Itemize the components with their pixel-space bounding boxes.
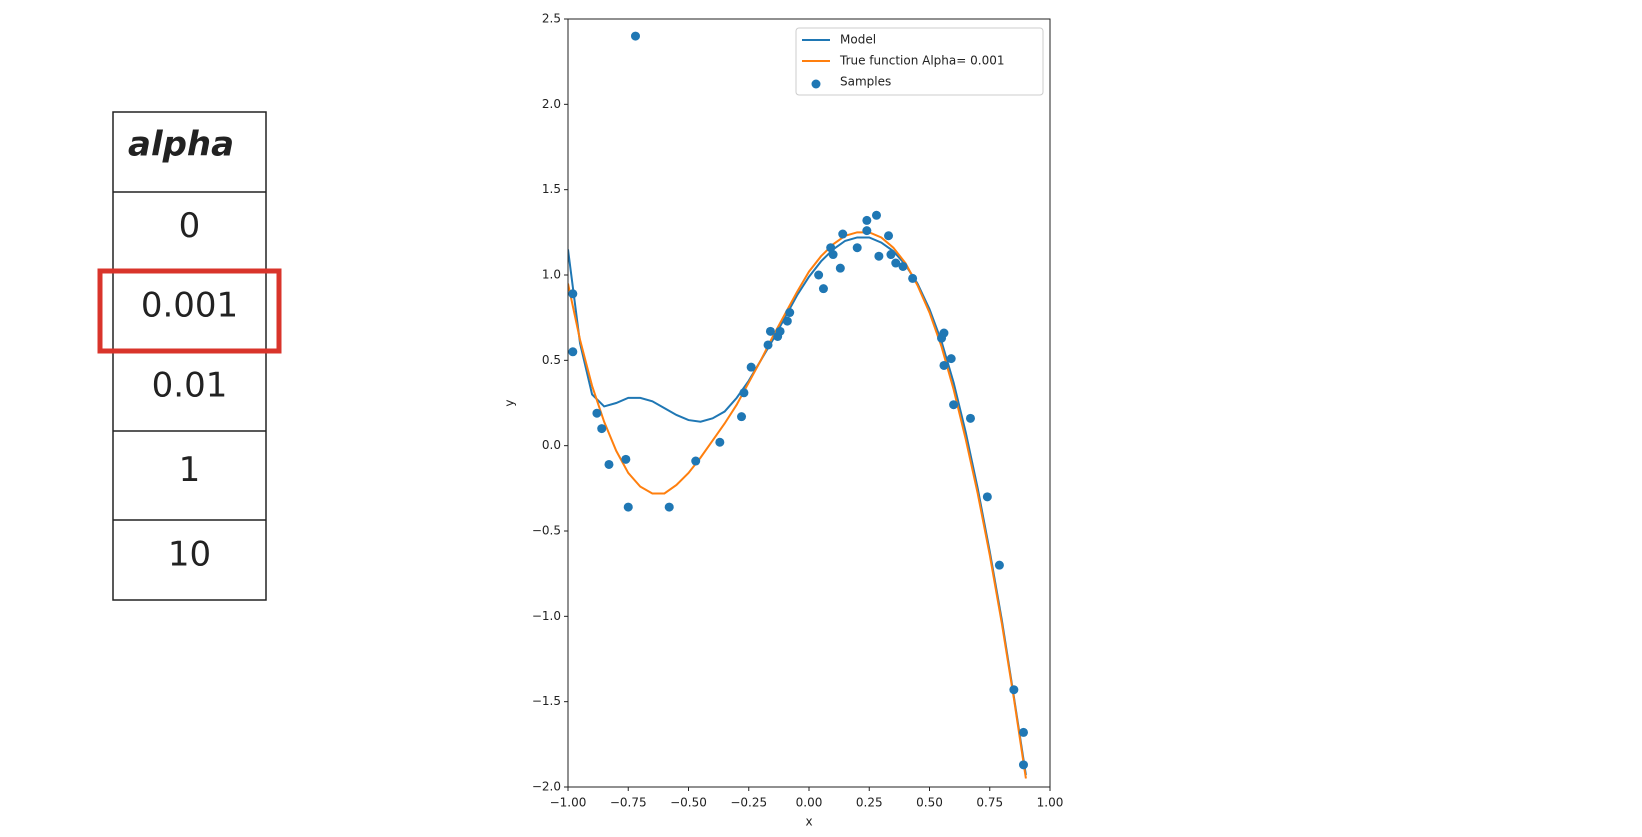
x-tick-label: −0.50 — [670, 796, 707, 810]
sample-point — [949, 400, 959, 410]
sample-point — [946, 354, 956, 364]
sample-point — [597, 424, 607, 434]
sample-point — [592, 408, 602, 418]
sample-point — [604, 459, 614, 469]
legend-box — [795, 27, 1044, 96]
legend-label: True function Alpha= 0.001 — [839, 54, 1004, 68]
x-tick-label: 0.75 — [976, 796, 1003, 810]
sample-point — [826, 243, 836, 253]
x-tick-label: −0.75 — [610, 796, 647, 810]
x-axis-label: x — [805, 815, 812, 829]
x-tick-label: 0.25 — [856, 796, 883, 810]
y-tick-label: 2.0 — [542, 97, 561, 111]
sample-point — [862, 215, 872, 225]
sample-point — [814, 270, 824, 280]
sample-point — [891, 258, 901, 268]
y-tick-label: 0.0 — [542, 438, 561, 452]
sample-point — [838, 229, 848, 239]
sample-point — [862, 226, 872, 236]
sample-point — [828, 250, 838, 260]
sample-point — [871, 210, 881, 220]
legend-label: Samples — [840, 75, 891, 89]
sample-point — [737, 412, 747, 422]
sample-point — [818, 284, 828, 294]
alpha-table: alpha 0 0.001 0.01 1 10 — [97, 111, 282, 601]
sample-point — [884, 231, 894, 241]
y-tick-label: 0.5 — [542, 353, 561, 367]
sample-point — [982, 492, 992, 502]
sample-point — [1009, 685, 1019, 695]
sample-point — [775, 326, 785, 336]
sample-point — [765, 326, 775, 336]
sample-point — [874, 251, 884, 261]
table-cell: 1 — [179, 450, 201, 490]
sample-point — [568, 347, 578, 357]
sample-point — [664, 502, 674, 512]
sample-point — [568, 289, 578, 299]
x-tick-label: −1.00 — [550, 796, 587, 810]
y-tick-label: 1.5 — [542, 182, 561, 196]
table-border — [112, 111, 267, 601]
series-line — [568, 236, 1027, 776]
y-tick-label: −1.0 — [532, 609, 561, 623]
table-header: alpha — [128, 125, 234, 165]
sample-point — [835, 263, 845, 273]
chart: −2.0 −1.5 −1.0 −0.5 0.0 0.5 1.0 1.5 2.0 2.5 −1.00 −… — [503, 12, 1064, 829]
sample-point — [965, 413, 975, 423]
sample-point — [691, 456, 701, 466]
sample-point — [994, 560, 1004, 570]
table-cell: 10 — [168, 535, 211, 575]
sample-point — [621, 454, 631, 464]
plot-frame — [567, 18, 1051, 788]
table-cell: 0.001 — [141, 286, 238, 326]
sample-point — [739, 388, 749, 398]
highlight-box — [97, 268, 282, 354]
sample-point — [785, 308, 795, 318]
sample-point — [763, 340, 773, 350]
sample-point — [782, 316, 792, 326]
sample-point — [886, 250, 896, 260]
series-line — [568, 231, 1027, 779]
table-cell: 0 — [179, 206, 201, 246]
table-cell: 0.01 — [152, 366, 228, 406]
x-tick-label: −0.25 — [730, 796, 767, 810]
sample-point — [852, 243, 862, 253]
sample-point — [898, 261, 908, 271]
sample-point — [939, 360, 949, 370]
y-tick-label: −0.5 — [532, 524, 561, 538]
x-tick-label: 1.00 — [1037, 796, 1064, 810]
y-tick-label: 2.5 — [542, 12, 561, 26]
sample-point — [746, 362, 756, 372]
legend-marker — [811, 79, 821, 89]
sample-point — [630, 31, 640, 41]
x-tick-label: 0.00 — [796, 796, 823, 810]
legend-label: Model — [840, 33, 876, 47]
y-axis-label: y — [503, 399, 517, 406]
sample-point — [939, 328, 949, 338]
y-tick-label: −1.5 — [532, 694, 561, 708]
sample-point — [623, 502, 633, 512]
sample-point — [908, 273, 918, 283]
y-tick-label: 1.0 — [542, 268, 561, 282]
sample-point — [1018, 760, 1028, 770]
x-tick-label: 0.50 — [916, 796, 943, 810]
sample-point — [1018, 727, 1028, 737]
y-tick-label: −2.0 — [532, 780, 561, 794]
sample-point — [715, 437, 725, 447]
